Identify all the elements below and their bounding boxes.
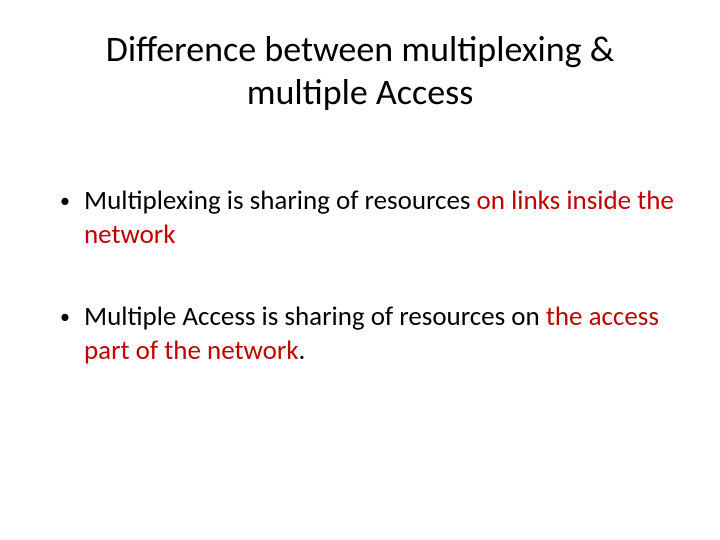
bullet-text: Multiplexing is sharing of resources on … — [84, 184, 680, 252]
slide-title: Difference between multiplexing & multip… — [40, 28, 680, 114]
bullet-item: • Multiplexing is sharing of resources o… — [60, 184, 680, 252]
bullet-marker-icon: • — [60, 300, 84, 334]
bullet-text: Multiple Access is sharing of resources … — [84, 300, 680, 368]
bullet-text-black: Multiplexing is sharing of resources — [84, 184, 477, 217]
bullet-marker-icon: • — [60, 184, 84, 218]
slide-body: • Multiplexing is sharing of resources o… — [40, 184, 680, 367]
bullet-text-black-tail: . — [299, 334, 306, 367]
bullet-text-black: Multiple Access is sharing of resources … — [84, 300, 546, 333]
slide: Difference between multiplexing & multip… — [0, 0, 720, 540]
bullet-item: • Multiple Access is sharing of resource… — [60, 300, 680, 368]
